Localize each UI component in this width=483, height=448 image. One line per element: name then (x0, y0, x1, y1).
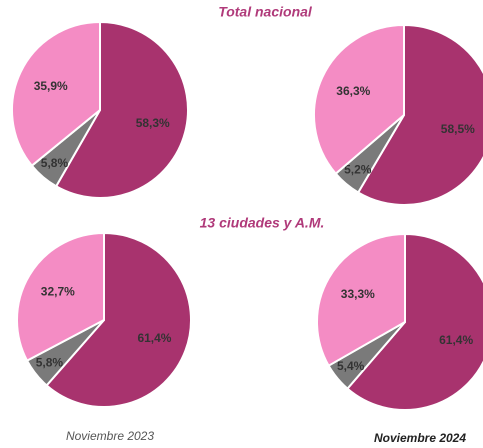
pie-slice (45, 231, 192, 408)
data-label: 58,3% (136, 116, 170, 130)
pie-slice (356, 23, 483, 206)
data-label: 58,5% (441, 122, 475, 136)
section-heading: 13 ciudades y A.M. (200, 215, 325, 231)
data-label: 32,7% (41, 284, 75, 298)
column-label: Noviembre 2024 (374, 431, 466, 445)
pie-slice (346, 232, 483, 411)
pie-slice (11, 20, 101, 168)
data-label: 33,3% (341, 287, 375, 301)
data-label: 61,4% (439, 333, 473, 347)
column-label: Noviembre 2023 (66, 429, 154, 443)
data-label: 36,3% (336, 84, 370, 98)
data-label: 5,4% (337, 359, 365, 373)
pie-slice (316, 232, 406, 368)
pie-slice (16, 231, 105, 362)
data-label: 61,4% (137, 331, 171, 345)
data-label: 5,2% (344, 162, 372, 176)
data-label: 5,8% (41, 156, 69, 170)
data-label: 5,8% (36, 355, 64, 369)
section-heading: Total nacional (218, 4, 313, 20)
pie-slice (54, 20, 189, 199)
pie-slice (313, 23, 405, 176)
data-label: 35,9% (34, 79, 68, 93)
